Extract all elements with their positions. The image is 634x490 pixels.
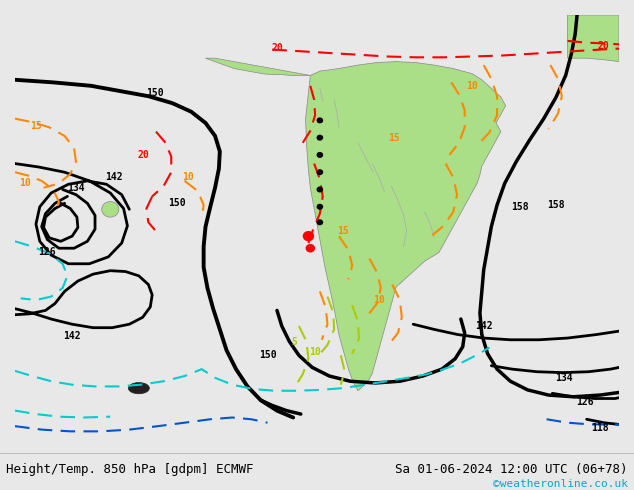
Circle shape (316, 152, 323, 158)
Polygon shape (306, 62, 506, 391)
Circle shape (316, 220, 323, 225)
Text: 134: 134 (67, 183, 85, 193)
Text: 20: 20 (598, 41, 610, 51)
Circle shape (316, 118, 323, 123)
Circle shape (101, 201, 119, 217)
Text: 150: 150 (259, 350, 276, 360)
Text: 150: 150 (168, 198, 186, 208)
Text: 126: 126 (39, 246, 56, 257)
Text: 10: 10 (373, 295, 385, 305)
Text: 158: 158 (547, 200, 565, 210)
Polygon shape (567, 15, 619, 62)
Text: 10: 10 (183, 172, 194, 182)
Ellipse shape (128, 383, 150, 394)
Text: 20: 20 (138, 150, 150, 160)
Text: 142: 142 (105, 172, 123, 182)
Circle shape (316, 169, 323, 175)
Text: 158: 158 (511, 202, 529, 212)
Text: ©weatheronline.co.uk: ©weatheronline.co.uk (493, 479, 628, 489)
Text: 142: 142 (63, 331, 81, 342)
Circle shape (316, 135, 323, 141)
Text: 10: 10 (467, 81, 478, 91)
Text: Sa 01-06-2024 12:00 UTC (06+78): Sa 01-06-2024 12:00 UTC (06+78) (395, 463, 628, 476)
Polygon shape (205, 58, 310, 75)
Text: 10: 10 (309, 347, 321, 357)
Text: 142: 142 (475, 321, 493, 331)
Circle shape (316, 187, 323, 193)
Text: 20: 20 (271, 43, 283, 53)
Text: 5: 5 (291, 337, 297, 346)
Text: 134: 134 (555, 373, 573, 383)
Text: 118: 118 (591, 423, 609, 433)
Circle shape (306, 244, 315, 252)
Circle shape (316, 204, 323, 210)
Text: 15: 15 (337, 226, 349, 236)
Circle shape (302, 231, 314, 241)
Text: Height/Temp. 850 hPa [gdpm] ECMWF: Height/Temp. 850 hPa [gdpm] ECMWF (6, 463, 254, 476)
Text: 10: 10 (18, 177, 30, 188)
Text: 126: 126 (576, 397, 593, 407)
Text: 15: 15 (30, 121, 42, 130)
Text: 15: 15 (388, 133, 400, 143)
Text: 150: 150 (146, 88, 164, 98)
